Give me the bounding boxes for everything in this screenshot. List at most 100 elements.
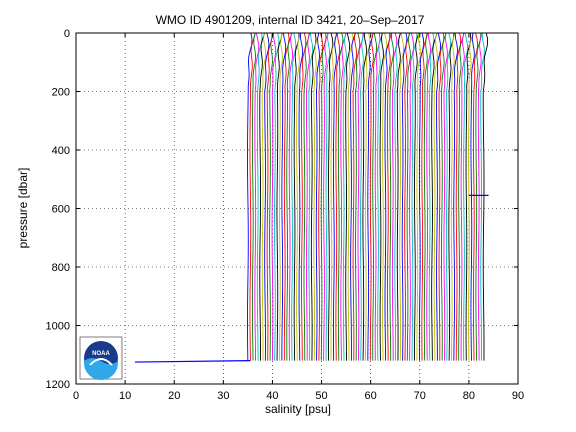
salinity-profile bbox=[364, 32, 371, 361]
noaa-logo-gull bbox=[89, 358, 113, 366]
salinity-profile bbox=[404, 32, 411, 361]
salinity-profile bbox=[445, 32, 452, 361]
salinity-profile bbox=[315, 32, 321, 361]
salinity-profile bbox=[396, 32, 402, 361]
salinity-profile bbox=[305, 32, 311, 361]
salinity-profile bbox=[411, 32, 418, 361]
salinity-profile bbox=[384, 32, 391, 361]
salinity-profile bbox=[389, 32, 395, 361]
salinity-profile bbox=[423, 32, 429, 361]
salinity-profile bbox=[264, 32, 270, 361]
x-tick-label: 20 bbox=[168, 390, 180, 402]
salinity-profile bbox=[328, 32, 334, 361]
x-tick-label: 50 bbox=[315, 390, 327, 402]
salinity-profile bbox=[254, 32, 260, 361]
salinity-profile bbox=[247, 32, 253, 361]
salinity-profile bbox=[350, 32, 356, 361]
salinity-profile bbox=[301, 32, 307, 361]
salinity-profile bbox=[293, 32, 300, 361]
y-tick-label: 1000 bbox=[46, 321, 70, 333]
salinity-profile bbox=[278, 32, 284, 361]
salinity-profile bbox=[465, 32, 472, 361]
salinity-profile bbox=[450, 32, 456, 361]
x-tick-label: 60 bbox=[365, 390, 377, 402]
salinity-profile bbox=[480, 32, 485, 361]
salinity-profile bbox=[428, 32, 435, 361]
salinity-profile bbox=[443, 32, 448, 361]
salinity-profile bbox=[352, 32, 357, 361]
salinity-profile bbox=[283, 32, 290, 361]
salinity-profile bbox=[426, 32, 432, 361]
salinity-profile bbox=[399, 32, 405, 361]
salinity-profile bbox=[332, 32, 338, 361]
salinity-profile bbox=[382, 32, 388, 361]
salinity-profile bbox=[320, 32, 327, 361]
x-axis-label: salinity [psu] bbox=[265, 402, 331, 416]
salinity-profile bbox=[377, 32, 384, 361]
salinity-profile bbox=[458, 32, 465, 361]
salinity-profile bbox=[379, 32, 384, 361]
salinity-profile bbox=[362, 32, 368, 361]
salinity-profile bbox=[482, 32, 489, 361]
salinity-profile bbox=[460, 32, 465, 361]
salinity-profile bbox=[372, 32, 377, 361]
chart-title: WMO ID 4901209, internal ID 3421, 20–Sep… bbox=[156, 13, 425, 27]
salinity-profile bbox=[261, 32, 267, 361]
salinity-profile bbox=[357, 32, 364, 361]
salinity-profile bbox=[330, 32, 337, 361]
salinity-profile bbox=[313, 32, 320, 361]
y-tick-label: 600 bbox=[52, 204, 70, 216]
salinity-profile bbox=[276, 32, 283, 361]
stray-segment bbox=[134, 360, 251, 363]
salinity-profile bbox=[453, 32, 458, 361]
salinity-profile bbox=[387, 32, 393, 361]
salinity-profile bbox=[477, 32, 483, 361]
salinity-profile bbox=[475, 32, 482, 361]
x-tick-label: 90 bbox=[512, 390, 524, 402]
salinity-profile bbox=[340, 32, 347, 361]
salinity-profile bbox=[281, 32, 287, 361]
salinity-profile bbox=[291, 32, 297, 361]
salinity-profile bbox=[433, 32, 438, 361]
salinity-profile bbox=[249, 32, 256, 361]
salinity-profile bbox=[391, 32, 398, 361]
salinity-profile bbox=[421, 32, 428, 361]
salinity-profile bbox=[448, 32, 455, 361]
salinity-profile bbox=[369, 32, 374, 361]
salinity-profile bbox=[286, 32, 293, 361]
salinity-profile bbox=[298, 33, 304, 361]
salinity-profile bbox=[374, 32, 381, 361]
salinity-profile bbox=[337, 32, 344, 361]
salinity-profile bbox=[367, 32, 374, 361]
salinity-profile bbox=[470, 32, 475, 361]
salinity-profile bbox=[455, 32, 462, 361]
x-tick-label: 40 bbox=[266, 390, 278, 402]
salinity-profile bbox=[269, 32, 275, 361]
y-tick-label: 400 bbox=[52, 145, 70, 157]
salinity-profile bbox=[401, 32, 408, 361]
y-axis: 0 200 400 600 800 1000 1200 bbox=[46, 28, 518, 391]
salinity-profile bbox=[296, 32, 302, 361]
y-tick-label: 1200 bbox=[46, 379, 70, 391]
x-tick-label: 80 bbox=[463, 390, 475, 402]
salinity-profile bbox=[360, 32, 365, 361]
salinity-profile bbox=[271, 32, 277, 361]
salinity-profile bbox=[303, 32, 310, 361]
salinity-profile bbox=[441, 32, 447, 361]
salinity-profile bbox=[318, 32, 324, 361]
salinity-profile bbox=[409, 32, 415, 361]
y-tick-label: 800 bbox=[52, 262, 70, 274]
salinity-profile bbox=[259, 32, 266, 361]
y-tick-label: 0 bbox=[64, 28, 70, 40]
salinity-profile bbox=[335, 32, 341, 361]
salinity-profile bbox=[251, 32, 257, 361]
x-tick-label: 70 bbox=[414, 390, 426, 402]
salinity-profile bbox=[414, 32, 420, 361]
x-tick-label: 10 bbox=[119, 390, 131, 402]
salinity-profile bbox=[323, 32, 329, 361]
salinity-profile bbox=[431, 32, 438, 361]
salinity-profile bbox=[463, 32, 468, 361]
salinity-profile bbox=[345, 32, 351, 361]
salinity-profile bbox=[288, 32, 294, 361]
